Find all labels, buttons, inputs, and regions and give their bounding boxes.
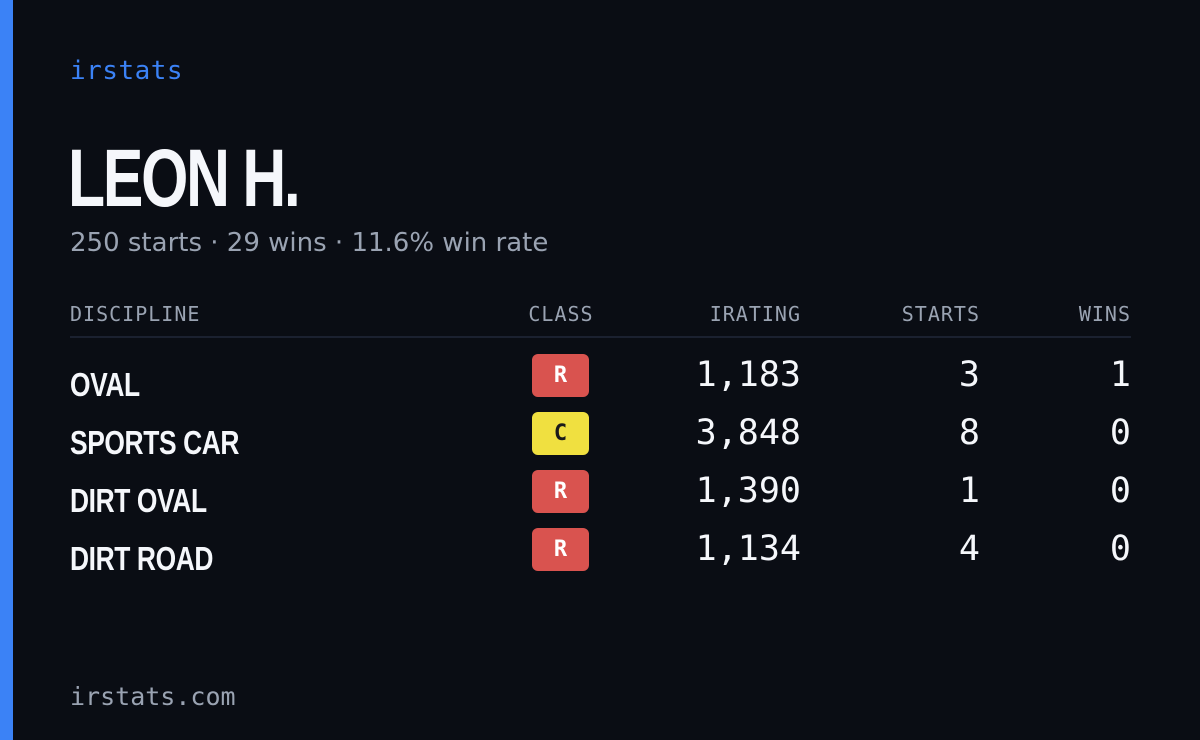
discipline-label: OVAL (70, 366, 140, 403)
irating-value: 3,848 (695, 413, 801, 453)
starts-value: 3 (958, 355, 980, 395)
table-header: DISCIPLINE CLASS IRATING STARTS WINS (70, 296, 1131, 338)
discipline-label: DIRT OVAL (70, 482, 207, 519)
table-row: DIRT OVAL R 1,390 1 0 (70, 470, 1131, 528)
wins-value: 1 (1109, 355, 1131, 395)
header-starts: STARTS (901, 302, 980, 326)
discipline-table: DISCIPLINE CLASS IRATING STARTS WINS OVA… (70, 296, 1131, 586)
discipline-label: SPORTS CAR (70, 424, 240, 461)
starts-value: 4 (958, 529, 980, 569)
header-wins: WINS (1078, 302, 1131, 326)
starts-value: 8 (958, 413, 980, 453)
irating-value: 1,134 (695, 529, 801, 569)
license-class-badge: C (532, 412, 589, 455)
table-row: OVAL R 1,183 3 1 (70, 354, 1131, 412)
starts-value: 1 (958, 471, 980, 511)
header-irating: IRATING (709, 302, 801, 326)
license-class-badge: R (532, 354, 589, 397)
header-discipline: DISCIPLINE (70, 302, 201, 326)
table-row: DIRT ROAD R 1,134 4 0 (70, 528, 1131, 586)
footer-url: irstats.com (70, 682, 236, 711)
license-class-badge: R (532, 470, 589, 513)
irating-value: 1,183 (695, 355, 801, 395)
player-name: LEON H. (68, 133, 301, 224)
license-class-badge: R (532, 528, 589, 571)
header-class: CLASS (528, 302, 594, 326)
brand-logo-text: irstats (70, 56, 184, 86)
table-row: SPORTS CAR C 3,848 8 0 (70, 412, 1131, 470)
accent-bar (0, 0, 13, 740)
player-summary: 250 starts · 29 wins · 11.6% win rate (70, 228, 549, 258)
irating-value: 1,390 (695, 471, 801, 511)
table-body: OVAL R 1,183 3 1 SPORTS CAR C 3,848 8 0 … (70, 354, 1131, 586)
wins-value: 0 (1109, 413, 1131, 453)
wins-value: 0 (1109, 529, 1131, 569)
wins-value: 0 (1109, 471, 1131, 511)
discipline-label: DIRT ROAD (70, 540, 214, 577)
